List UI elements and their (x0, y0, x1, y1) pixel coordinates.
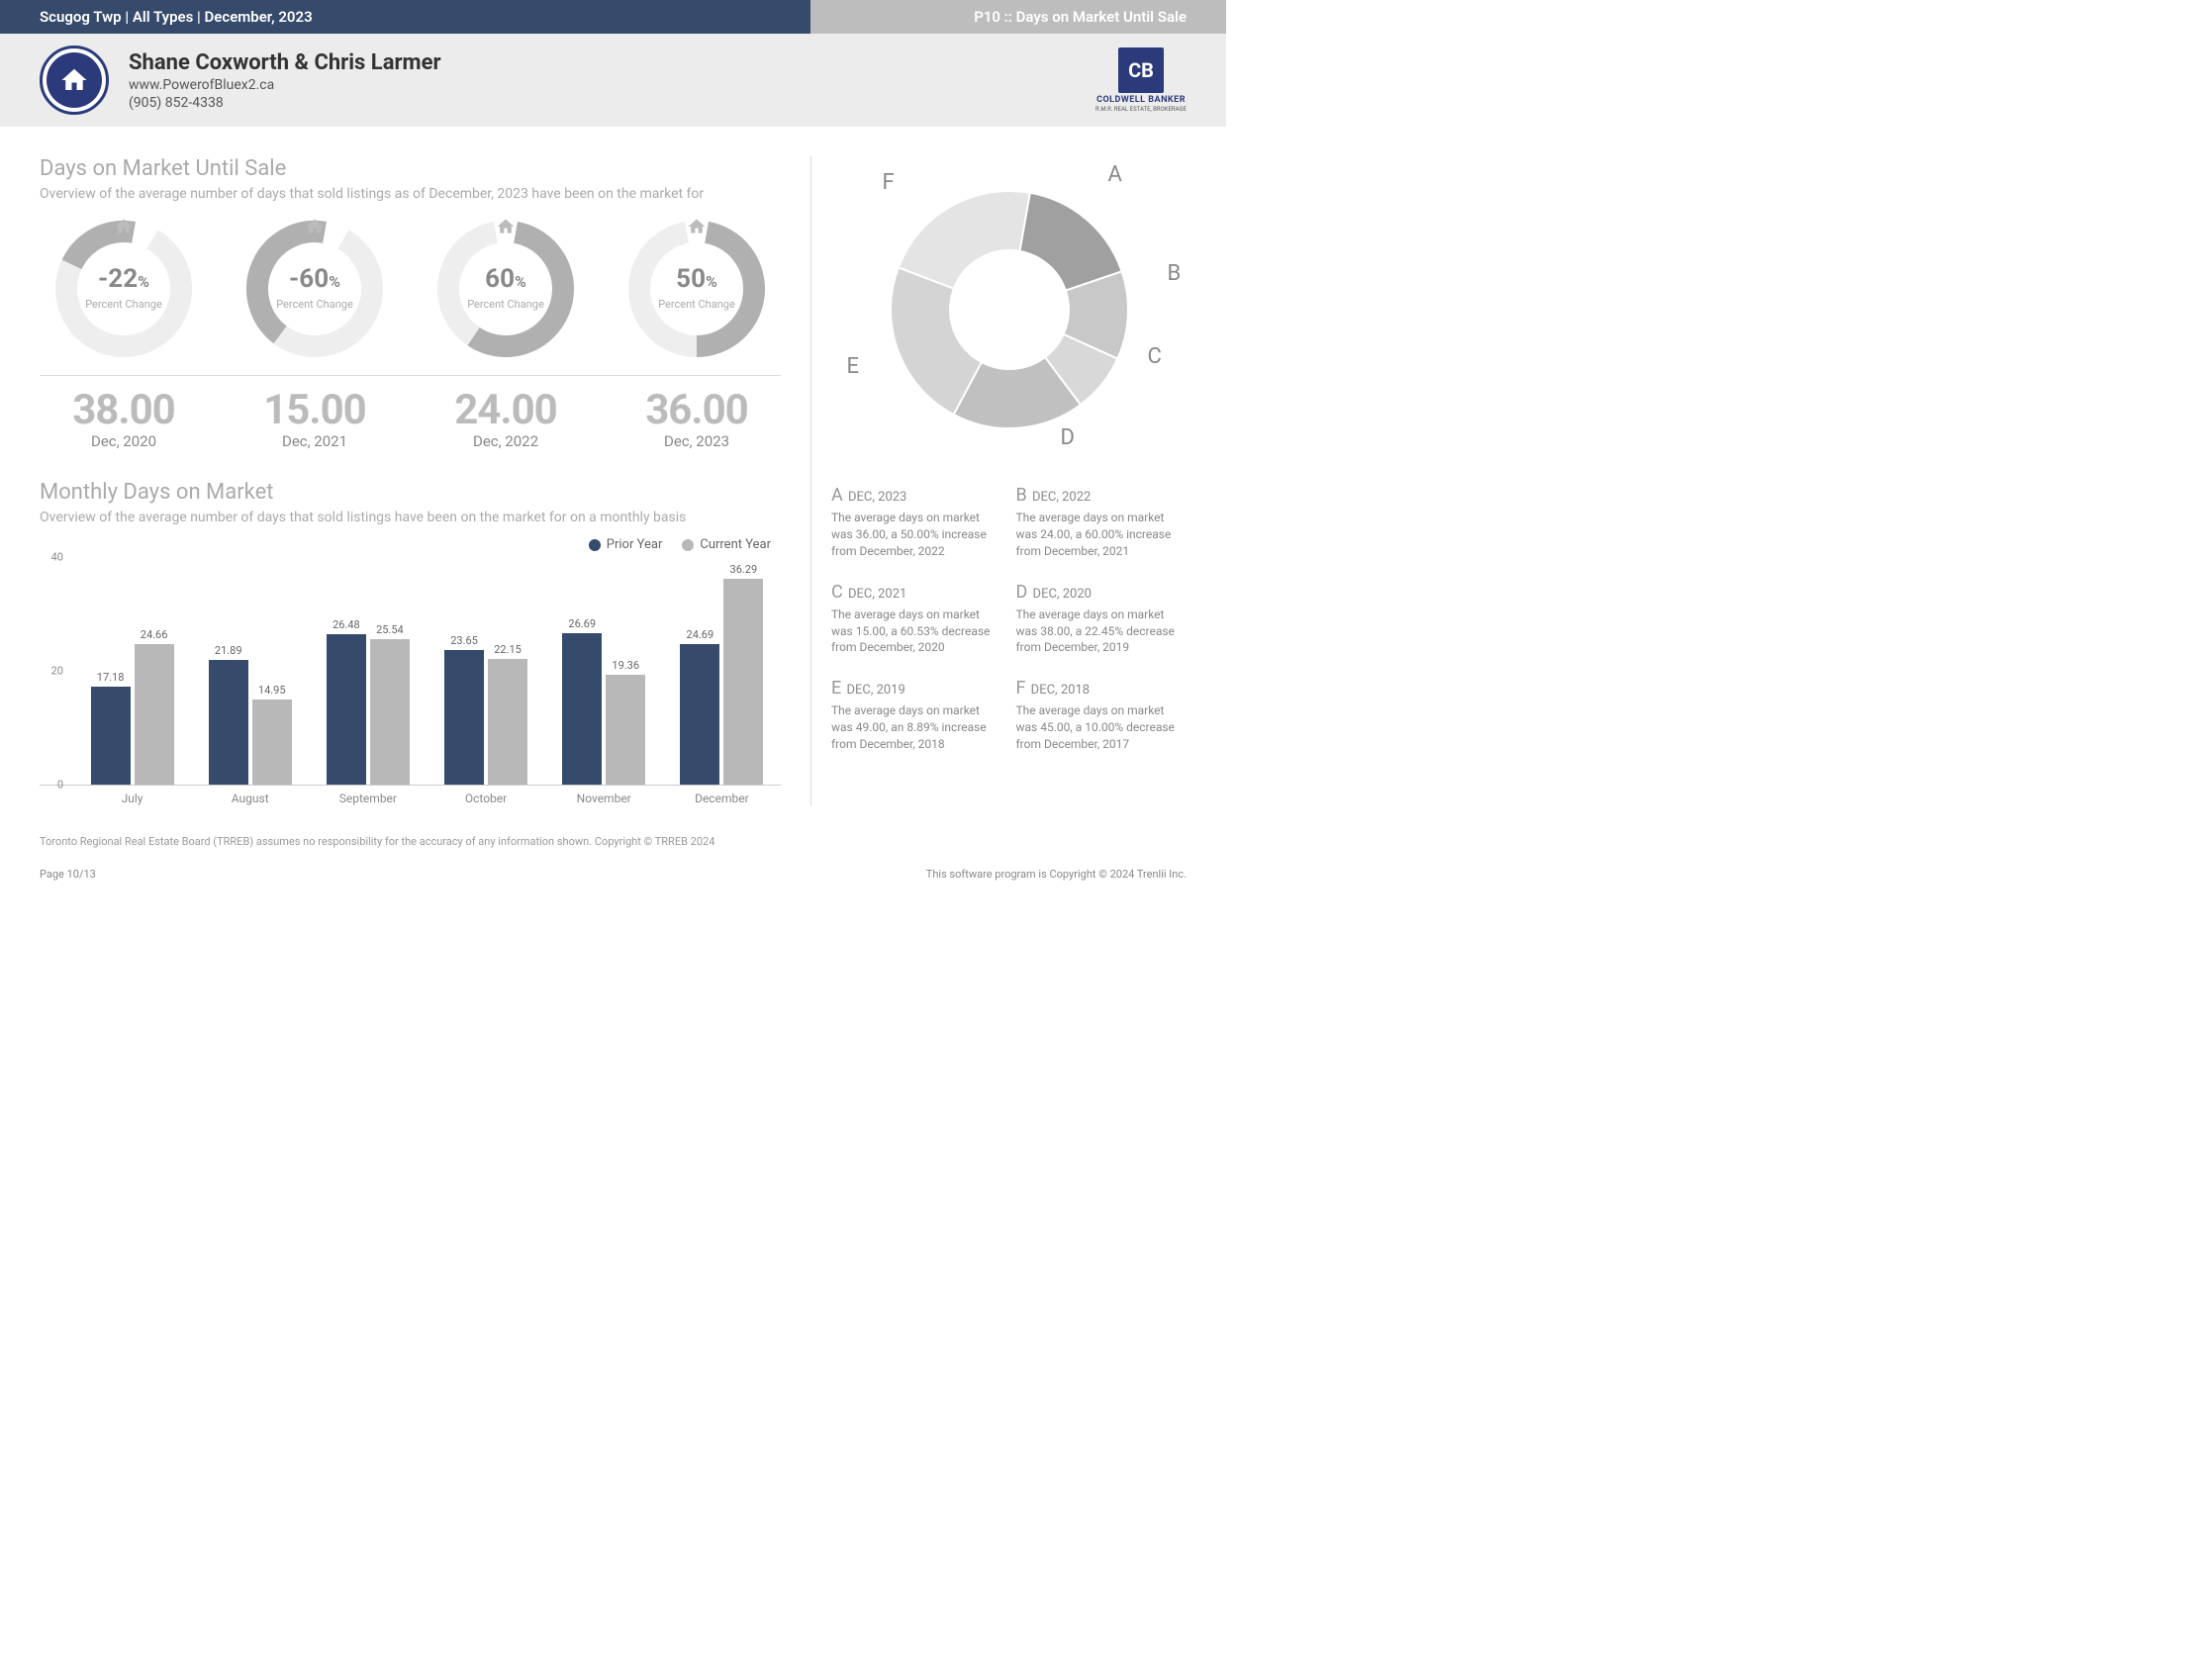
year-label: Dec, 2022 (422, 432, 590, 450)
gauge-label: Percent Change (422, 298, 590, 311)
bar-group-october: 23.65 22.15 (436, 558, 535, 785)
year-label: Dec, 2023 (613, 432, 781, 450)
agent-phone: (905) 852-4338 (129, 95, 1095, 111)
bar-group-september: 26.48 25.54 (319, 558, 418, 785)
year-value: 36.00 (613, 386, 781, 434)
year-label: Dec, 2020 (40, 432, 208, 450)
section2-sub: Overview of the average number of days t… (40, 509, 781, 528)
bar-chart: 02040 17.18 24.66 21.89 14.95 26.48 25.5… (40, 558, 781, 786)
footer: Toronto Regional Real Estate Board (TRRE… (0, 815, 1226, 894)
x-label: July (83, 792, 182, 805)
disclaimer: Toronto Regional Real Estate Board (TRRE… (40, 835, 1187, 848)
x-label: October (436, 792, 535, 805)
bar-curr: 24.66 (135, 644, 174, 785)
year-label: Dec, 2021 (231, 432, 399, 450)
year-item-3: 36.00 Dec, 2023 (613, 386, 781, 450)
year-row: 38.00 Dec, 2020 15.00 Dec, 2021 24.00 Dec,… (40, 386, 781, 450)
page-number: Page 10/13 (40, 868, 96, 881)
donut-descriptions: A DEC, 2023The average days on market wa… (831, 483, 1187, 753)
bar-group-july: 17.18 24.66 (83, 558, 182, 785)
bar-curr: 25.54 (370, 639, 410, 785)
donut-chart: ABCDEF (841, 156, 1178, 463)
divider (40, 375, 781, 376)
house-icon (305, 217, 325, 241)
coldwell-icon: CB (1118, 47, 1164, 93)
bar-prior: 24.69 (680, 644, 719, 785)
chart-legend: Prior Year Current Year (40, 537, 781, 552)
avatar (40, 46, 109, 115)
desc-F: F DEC, 2018The average days on market wa… (1016, 676, 1188, 753)
bar-group-december: 24.69 36.29 (672, 558, 771, 785)
gauge-label: Percent Change (40, 298, 208, 311)
header: Shane Coxworth & Chris Larmer www.Powero… (0, 34, 1226, 127)
gauges-row: -22% Percent Change -60% Percent Change … (40, 215, 781, 367)
donut-label-D: D (1061, 425, 1075, 450)
gauge-3: 50% Percent Change (613, 215, 781, 367)
bar-group-august: 21.89 14.95 (201, 558, 300, 785)
legend-curr: Current Year (700, 537, 771, 552)
section1-sub: Overview of the average number of days t… (40, 185, 781, 205)
bar-curr: 19.36 (606, 675, 645, 785)
y-tick: 0 (57, 779, 63, 792)
y-tick: 40 (51, 551, 63, 564)
gauge-value: -22% (40, 264, 208, 294)
gauge-value: -60% (231, 264, 399, 294)
donut-label-E: E (847, 354, 860, 379)
donut-label-A: A (1108, 162, 1122, 187)
section2-title: Monthly Days on Market (40, 480, 781, 505)
credit: This software program is Copyright © 202… (926, 868, 1187, 881)
year-value: 38.00 (40, 386, 208, 434)
top-bar: Scugog Twp | All Types | December, 2023 … (0, 0, 1226, 34)
desc-A: A DEC, 2023The average days on market wa… (831, 483, 1002, 560)
desc-B: B DEC, 2022The average days on market wa… (1016, 483, 1188, 560)
house-icon (687, 217, 707, 241)
bar-prior: 26.69 (562, 633, 602, 785)
donut-label-C: C (1148, 344, 1162, 369)
y-tick: 20 (51, 665, 63, 678)
house-icon (496, 217, 516, 241)
gauge-value: 60% (422, 264, 590, 294)
agent-info: Shane Coxworth & Chris Larmer www.Powero… (129, 50, 1095, 111)
bar-prior: 17.18 (91, 687, 131, 785)
agent-name: Shane Coxworth & Chris Larmer (129, 50, 1095, 75)
topbar-left: Scugog Twp | All Types | December, 2023 (0, 0, 810, 34)
gauge-0: -22% Percent Change (40, 215, 208, 367)
bar-prior: 26.48 (327, 634, 366, 785)
section1-title: Days on Market Until Sale (40, 156, 781, 181)
bar-group-november: 26.69 19.36 (554, 558, 653, 785)
agent-url: www.PowerofBluex2.ca (129, 77, 1095, 93)
x-label: September (319, 792, 418, 805)
year-value: 24.00 (422, 386, 590, 434)
gauge-label: Percent Change (613, 298, 781, 311)
gauge-1: -60% Percent Change (231, 215, 399, 367)
desc-C: C DEC, 2021The average days on market wa… (831, 580, 1002, 657)
x-axis-labels: July August September October November Decemb… (73, 786, 781, 805)
year-value: 15.00 (231, 386, 399, 434)
year-item-1: 15.00 Dec, 2021 (231, 386, 399, 450)
house-icon (47, 52, 102, 108)
desc-E: E DEC, 2019The average days on market wa… (831, 676, 1002, 753)
desc-D: D DEC, 2020The average days on market wa… (1016, 580, 1188, 657)
year-item-2: 24.00 Dec, 2022 (422, 386, 590, 450)
x-label: August (201, 792, 300, 805)
gauge-label: Percent Change (231, 298, 399, 311)
topbar-right: P10 :: Days on Market Until Sale (810, 0, 1226, 34)
x-label: November (554, 792, 653, 805)
legend-prior: Prior Year (607, 537, 663, 552)
donut-label-B: B (1168, 261, 1182, 286)
brand-logo-block: CB COLDWELL BANKER R.M.R. REAL ESTATE, B… (1095, 47, 1187, 113)
bar-curr: 22.15 (488, 659, 527, 785)
brand-sub: R.M.R. REAL ESTATE, BROKERAGE (1095, 107, 1187, 113)
gauge-value: 50% (613, 264, 781, 294)
gauge-2: 60% Percent Change (422, 215, 590, 367)
x-label: December (672, 792, 771, 805)
bar-curr: 36.29 (723, 579, 763, 786)
bar-prior: 23.65 (444, 650, 484, 785)
house-icon (114, 217, 134, 241)
bar-curr: 14.95 (252, 700, 292, 785)
bar-prior: 21.89 (209, 660, 248, 785)
year-item-0: 38.00 Dec, 2020 (40, 386, 208, 450)
brand-name: COLDWELL BANKER (1095, 96, 1187, 105)
donut-label-F: F (883, 170, 895, 195)
